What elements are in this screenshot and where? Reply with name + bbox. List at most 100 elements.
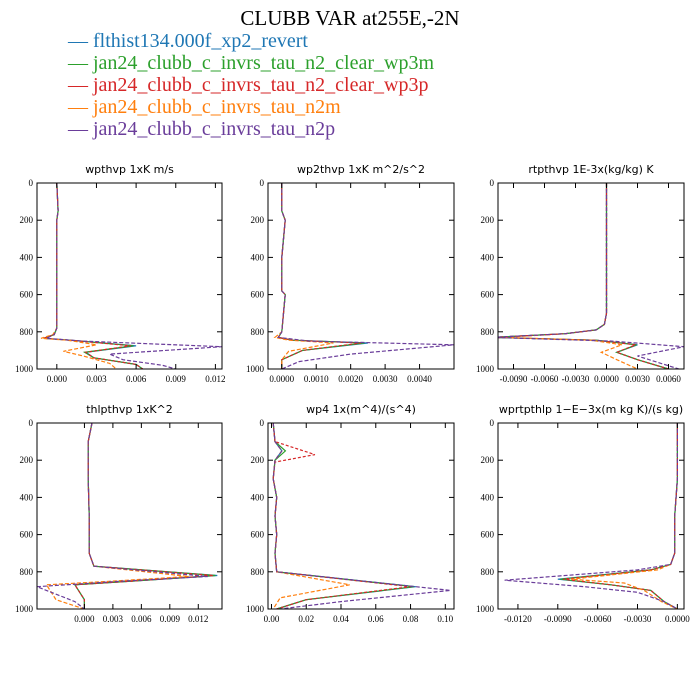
y-tick-label: 400 bbox=[20, 252, 34, 262]
x-tick-label: 0.003 bbox=[103, 614, 124, 624]
y-tick-label: 200 bbox=[251, 215, 265, 225]
y-tick-label: 1000 bbox=[476, 604, 495, 614]
x-tick-label: 0.0000 bbox=[665, 614, 690, 624]
series-line bbox=[498, 183, 669, 369]
series-line bbox=[498, 183, 684, 369]
series-line bbox=[504, 423, 679, 609]
y-tick-label: 1000 bbox=[246, 364, 265, 374]
x-tick-label: 0.0060 bbox=[656, 374, 681, 384]
x-tick-label: 0.009 bbox=[160, 614, 181, 624]
y-tick-label: 0 bbox=[260, 418, 265, 428]
x-tick-label: -0.0090 bbox=[544, 614, 572, 624]
x-tick-label: 0.0010 bbox=[304, 374, 329, 384]
plot-frame bbox=[36, 422, 223, 610]
y-tick-label: 600 bbox=[20, 290, 34, 300]
y-tick-label: 200 bbox=[481, 215, 495, 225]
plot-frame bbox=[267, 422, 455, 610]
panel-6: wprtpthlp 1−E−3x(m kg K)/(s kg) 0 200 400 60… bbox=[476, 403, 690, 624]
series-line bbox=[37, 423, 208, 609]
x-tick-label: 0.0030 bbox=[373, 374, 398, 384]
y-tick-label: 600 bbox=[20, 530, 34, 540]
series-line bbox=[272, 423, 411, 609]
x-tick-label: -0.0030 bbox=[624, 614, 652, 624]
series-line bbox=[73, 423, 214, 609]
y-tick-label: 800 bbox=[251, 567, 265, 577]
y-tick-label: 1000 bbox=[476, 364, 495, 374]
y-tick-label: 1000 bbox=[15, 604, 34, 614]
y-tick-label: 800 bbox=[481, 327, 495, 337]
y-tick-label: 1000 bbox=[15, 364, 34, 374]
panel-title: rtpthvp 1E-3x(kg/kg) K bbox=[528, 163, 654, 176]
series-line bbox=[73, 423, 216, 609]
y-tick-label: 0 bbox=[29, 418, 34, 428]
series-line bbox=[498, 183, 669, 369]
y-tick-label: 0 bbox=[29, 178, 34, 188]
legend-entry: — jan24_clubb_c_invrs_tau_n2_clear_wp3m bbox=[68, 52, 435, 74]
y-tick-label: 600 bbox=[251, 290, 265, 300]
y-tick-label: 600 bbox=[251, 530, 265, 540]
panel-1: wpthvp 1xK m/s 0 200 400 600 800 1000 0.000 0.00… bbox=[15, 163, 226, 384]
x-tick-label: 0.006 bbox=[126, 374, 147, 384]
y-tick-label: 400 bbox=[20, 492, 34, 502]
x-tick-label: 0.000 bbox=[74, 614, 95, 624]
plot-frame bbox=[497, 182, 685, 370]
y-tick-label: 0 bbox=[490, 418, 495, 428]
panel-2: wp2thvp 1xK m^2/s^2 0 200 400 600 800 1000 0.00… bbox=[246, 163, 455, 384]
x-tick-label: 0.0020 bbox=[338, 374, 363, 384]
y-tick-label: 400 bbox=[251, 252, 265, 262]
panel-title: wp2thvp 1xK m^2/s^2 bbox=[297, 163, 425, 176]
plot-frame bbox=[267, 182, 455, 370]
x-tick-label: -0.0060 bbox=[531, 374, 559, 384]
x-tick-label: 0.006 bbox=[131, 614, 152, 624]
y-tick-label: 200 bbox=[251, 455, 265, 465]
series-line bbox=[277, 183, 454, 369]
panel-title: wpthvp 1xK m/s bbox=[85, 163, 174, 176]
legend-entry: — jan24_clubb_c_invrs_tau_n2p bbox=[68, 118, 336, 140]
y-tick-label: 200 bbox=[20, 215, 34, 225]
legend-entry: — flthist134.000f_xp2_revert bbox=[68, 30, 308, 52]
x-tick-label: 0.000 bbox=[47, 374, 68, 384]
y-tick-label: 600 bbox=[481, 530, 495, 540]
series-line bbox=[272, 423, 416, 609]
x-tick-label: 0.0000 bbox=[269, 374, 294, 384]
y-tick-label: 400 bbox=[481, 252, 495, 262]
x-tick-label: 0.012 bbox=[188, 614, 208, 624]
x-tick-label: 0.012 bbox=[205, 374, 225, 384]
y-tick-label: 800 bbox=[20, 327, 34, 337]
x-tick-label: 0.06 bbox=[368, 614, 384, 624]
y-tick-label: 200 bbox=[481, 455, 495, 465]
x-tick-label: 0.08 bbox=[403, 614, 419, 624]
x-tick-label: 0.003 bbox=[86, 374, 107, 384]
x-tick-label: 0.02 bbox=[298, 614, 314, 624]
panel-4: thlpthvp 1xK^2 0 200 400 600 800 1000 0.000 0.00… bbox=[15, 403, 223, 624]
y-tick-label: 0 bbox=[260, 178, 265, 188]
x-tick-label: -0.0060 bbox=[584, 614, 612, 624]
x-tick-label: 0.009 bbox=[166, 374, 187, 384]
x-tick-label: 0.00 bbox=[264, 614, 280, 624]
y-tick-label: 600 bbox=[481, 290, 495, 300]
legend-entry: — jan24_clubb_c_invrs_tau_n2_clear_wp3p bbox=[68, 74, 429, 96]
x-tick-label: -0.0090 bbox=[500, 374, 528, 384]
y-tick-label: 200 bbox=[20, 455, 34, 465]
panel-title: wprtpthlp 1−E−3x(m kg K)/(s kg) bbox=[499, 403, 683, 416]
series-line bbox=[272, 423, 415, 609]
panel-title: thlpthvp 1xK^2 bbox=[86, 403, 173, 416]
x-tick-label: 0.0030 bbox=[625, 374, 650, 384]
y-tick-label: 800 bbox=[481, 567, 495, 577]
figure-title: CLUBB VAR at255E,-2N bbox=[240, 6, 460, 30]
x-tick-label: 0.0040 bbox=[407, 374, 432, 384]
x-tick-label: 0.0000 bbox=[594, 374, 619, 384]
x-tick-label: 0.10 bbox=[437, 614, 453, 624]
series-line bbox=[498, 183, 669, 369]
panel-3: rtpthvp 1E-3x(kg/kg) K02004006008001000-… bbox=[476, 163, 685, 384]
y-tick-label: 800 bbox=[251, 327, 265, 337]
legend-entry: — jan24_clubb_c_invrs_tau_n2m bbox=[68, 96, 341, 118]
legend: — flthist134.000f_xp2_revert — jan24_clu… bbox=[68, 30, 434, 140]
series-line bbox=[571, 423, 679, 609]
y-tick-label: 800 bbox=[20, 567, 34, 577]
series-line bbox=[272, 423, 451, 609]
y-tick-label: 400 bbox=[481, 492, 495, 502]
y-tick-label: 400 bbox=[251, 492, 265, 502]
